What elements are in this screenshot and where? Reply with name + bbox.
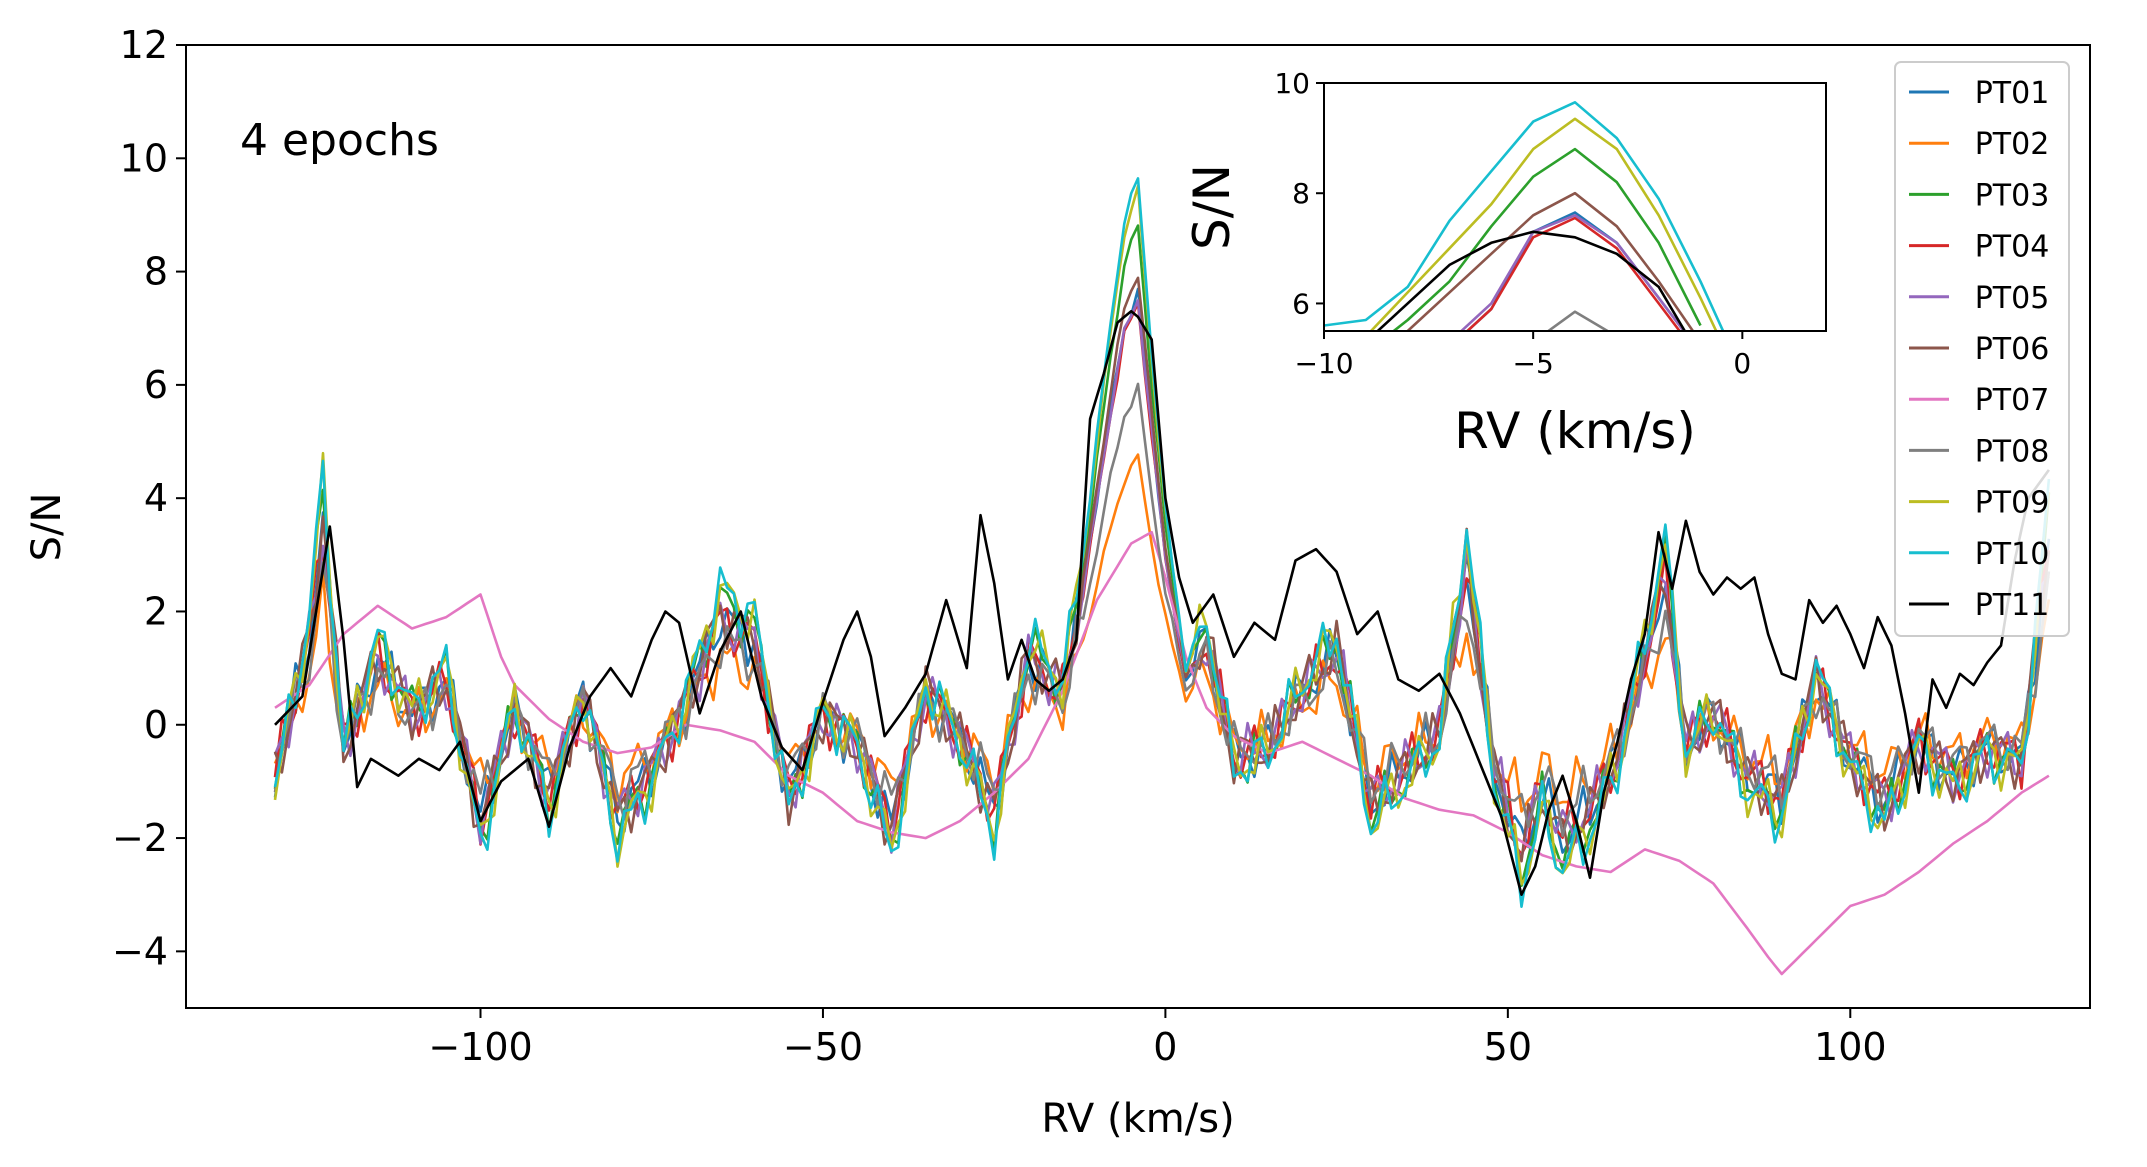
x-tick-label: −50 — [783, 1025, 863, 1069]
epochs-annotation: 4 epochs — [240, 115, 439, 166]
inset-x-axis-label: RV (km/s) — [1454, 402, 1696, 460]
x-tick-label: 0 — [1153, 1025, 1177, 1069]
inset-y-tick-label: 8 — [1292, 177, 1310, 210]
inset-x-tick-label: 0 — [1733, 347, 1751, 380]
legend-label-pt07: PT07 — [1975, 383, 2050, 418]
inset-series-line-pt05 — [1459, 214, 1686, 331]
y-tick-label: −4 — [112, 929, 168, 973]
legend-label-pt06: PT06 — [1975, 332, 2050, 367]
legend-label-pt09: PT09 — [1975, 486, 2050, 521]
legend-label-pt11: PT11 — [1975, 588, 2050, 623]
inset-series-line-pt11 — [1375, 230, 1687, 331]
main-x-axis-label: RV (km/s) — [1041, 1096, 1234, 1142]
y-tick-label: 2 — [144, 589, 168, 633]
inset-x-tick-label: −10 — [1294, 347, 1353, 380]
inset-series-line-pt03 — [1391, 147, 1702, 331]
inset-plot-lines — [1324, 101, 1725, 331]
y-tick-label: 8 — [144, 250, 168, 294]
inset-plot-frame — [1323, 82, 1827, 332]
y-tick-label: 10 — [120, 136, 168, 180]
inset-y-tick-label: 6 — [1292, 287, 1310, 320]
series-line-pt06 — [273, 276, 2051, 863]
inset-x-tick-label: −5 — [1513, 347, 1554, 380]
legend-label-pt04: PT04 — [1975, 230, 2050, 265]
legend-label-pt02: PT02 — [1975, 127, 2050, 162]
y-tick-label: 12 — [120, 23, 168, 67]
y-tick-label: 6 — [144, 363, 168, 407]
main-plot-lines — [273, 177, 2051, 976]
inset-series-line-pt06 — [1404, 191, 1695, 331]
inset-series-line-pt04 — [1465, 216, 1682, 331]
legend-label-pt03: PT03 — [1975, 178, 2050, 213]
x-tick-label: 50 — [1484, 1025, 1532, 1069]
y-tick-label: 4 — [144, 476, 168, 520]
legend-label-pt08: PT08 — [1975, 434, 2050, 469]
inset-series-line-pt09 — [1369, 117, 1718, 331]
y-tick-label: 0 — [144, 703, 168, 747]
inset-axes: −10 −5 0 6 8 10 — [1274, 67, 1751, 380]
legend-label-pt10: PT10 — [1975, 537, 2050, 572]
main-plot-frame — [185, 44, 2091, 1009]
x-tick-label: 100 — [1814, 1025, 1887, 1069]
series-line-pt11 — [274, 309, 2050, 896]
main-y-axis-label: S/N — [24, 493, 70, 562]
legend-label-pt01: PT01 — [1975, 76, 2050, 111]
legend: PT01 PT02 PT03 PT04 PT05 PT06 PT07 PT08 PT09 PT10… — [1894, 61, 2070, 637]
legend-label-pt05: PT05 — [1975, 281, 2050, 316]
inset-series-line-pt08 — [1546, 310, 1611, 331]
x-tick-label: −100 — [428, 1025, 532, 1069]
inset-background — [1324, 83, 1826, 331]
legend-box — [1894, 61, 2070, 637]
y-tick-label: −2 — [112, 816, 168, 860]
inset-y-axis-label: S/N — [1183, 164, 1241, 250]
inset-series-line-pt10 — [1324, 101, 1725, 331]
inset-y-tick-label: 10 — [1274, 67, 1310, 100]
